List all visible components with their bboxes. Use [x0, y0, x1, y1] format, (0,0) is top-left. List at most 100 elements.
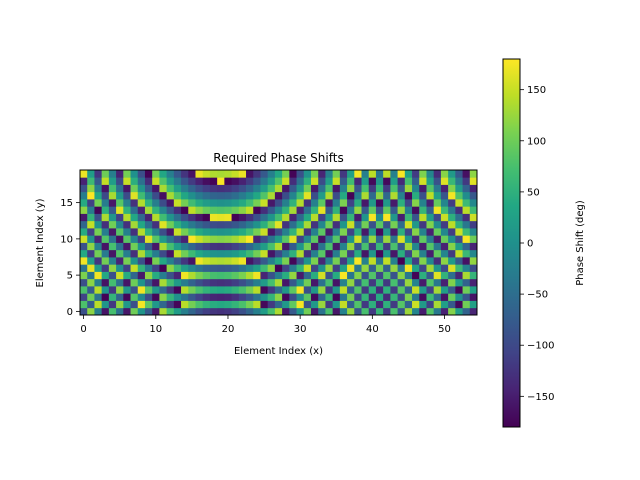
- heatmap-cell: [296, 278, 305, 287]
- heatmap-cell: [224, 286, 232, 294]
- heatmap-cell: [462, 177, 471, 185]
- heatmap-cell: [339, 213, 348, 222]
- heatmap-cell: [332, 191, 341, 200]
- heatmap-cell: [108, 249, 117, 258]
- heatmap-cell: [188, 184, 196, 193]
- heatmap-cell: [253, 300, 261, 309]
- heatmap-cell: [87, 242, 95, 251]
- heatmap-cell: [224, 264, 232, 272]
- heatmap-cell: [231, 228, 240, 236]
- heatmap-cell: [296, 191, 305, 200]
- heatmap-cell: [412, 242, 420, 251]
- heatmap-cell: [448, 191, 456, 200]
- heatmap-cell: [87, 206, 95, 214]
- heatmap-cell: [152, 170, 160, 178]
- heatmap-cell: [296, 235, 305, 243]
- heatmap-cell: [246, 242, 254, 251]
- heatmap-cell: [94, 213, 103, 222]
- heatmap-cell: [375, 206, 384, 214]
- heatmap-cell: [354, 249, 362, 258]
- heatmap-cell: [339, 177, 348, 185]
- heatmap-cell: [347, 177, 355, 185]
- heatmap-cell: [440, 286, 449, 294]
- heatmap-cell: [274, 271, 283, 280]
- heatmap-cell: [462, 199, 471, 207]
- heatmap-cell: [354, 228, 362, 236]
- heatmap-cell: [253, 177, 261, 185]
- heatmap-cell: [181, 257, 189, 265]
- heatmap-cell: [455, 220, 463, 229]
- heatmap-cell: [238, 170, 247, 178]
- heatmap-cell: [101, 300, 110, 309]
- heatmap-cell: [253, 191, 261, 200]
- heatmap-cell: [404, 184, 413, 193]
- heatmap-cell: [144, 170, 153, 178]
- heatmap-cell: [80, 228, 88, 236]
- heatmap-cell: [116, 228, 124, 236]
- heatmap-cell: [137, 242, 146, 251]
- heatmap-cell: [260, 206, 269, 214]
- heatmap-cell: [390, 257, 398, 265]
- heatmap-cell: [137, 228, 146, 236]
- heatmap-cell: [433, 278, 442, 287]
- heatmap-cell: [188, 235, 196, 243]
- heatmap-cell: [383, 307, 391, 316]
- heatmap-cell: [310, 242, 319, 251]
- heatmap-cell: [448, 177, 456, 185]
- heatmap-cell: [238, 307, 247, 316]
- heatmap-cell: [455, 307, 463, 316]
- heatmap-cell: [325, 199, 334, 207]
- heatmap-cell: [332, 271, 341, 280]
- heatmap-cell: [412, 300, 420, 309]
- heatmap-cell: [325, 191, 334, 200]
- heatmap-cell: [339, 228, 348, 236]
- heatmap-cell: [130, 235, 139, 243]
- heatmap-cell: [332, 264, 341, 272]
- heatmap-cell: [383, 177, 391, 185]
- heatmap-cell: [130, 242, 139, 251]
- heatmap-cell: [433, 235, 442, 243]
- heatmap-cell: [339, 191, 348, 200]
- heatmap-cell: [246, 257, 254, 265]
- colorbar-tick-label: −50: [527, 290, 548, 301]
- heatmap-cell: [101, 242, 110, 251]
- heatmap-cell: [130, 199, 139, 207]
- colorbar-ticks: −150 −100 −50 0 50 100 150: [520, 85, 554, 403]
- heatmap-cell: [108, 170, 117, 178]
- heatmap-cell: [181, 293, 189, 301]
- heatmap-cell: [318, 235, 326, 243]
- heatmap-cell: [397, 257, 406, 265]
- heatmap-cell: [354, 191, 362, 200]
- heatmap-cell: [375, 286, 384, 294]
- heatmap-cell: [339, 271, 348, 280]
- heatmap-cell: [152, 206, 160, 214]
- heatmap-cell: [339, 184, 348, 193]
- heatmap-cell: [123, 220, 131, 229]
- heatmap-cell: [318, 271, 326, 280]
- heatmap-cell: [390, 264, 398, 272]
- heatmap-cell: [368, 264, 377, 272]
- x-tick-label: 20: [222, 324, 235, 335]
- heatmap-cell: [383, 293, 391, 301]
- heatmap-cell: [390, 242, 398, 251]
- heatmap-cell: [87, 235, 95, 243]
- heatmap-cell: [383, 278, 391, 287]
- heatmap-cell: [455, 264, 463, 272]
- heatmap-cell: [80, 177, 88, 185]
- heatmap-cell: [202, 199, 211, 207]
- heatmap-cell: [137, 293, 146, 301]
- heatmap-cell: [296, 228, 305, 236]
- heatmap-cell: [274, 286, 283, 294]
- heatmap-cell: [347, 300, 355, 309]
- heatmap-cell: [310, 220, 319, 229]
- heatmap-cell: [246, 213, 254, 222]
- heatmap-cell: [462, 242, 471, 251]
- heatmap-cell: [339, 293, 348, 301]
- heatmap-cell: [166, 220, 175, 229]
- heatmap-cell: [419, 177, 427, 185]
- heatmap-cell: [173, 257, 182, 265]
- heatmap-cell: [80, 213, 88, 222]
- heatmap-cell: [448, 286, 456, 294]
- heatmap-cell: [260, 257, 269, 265]
- heatmap-cell: [209, 307, 218, 316]
